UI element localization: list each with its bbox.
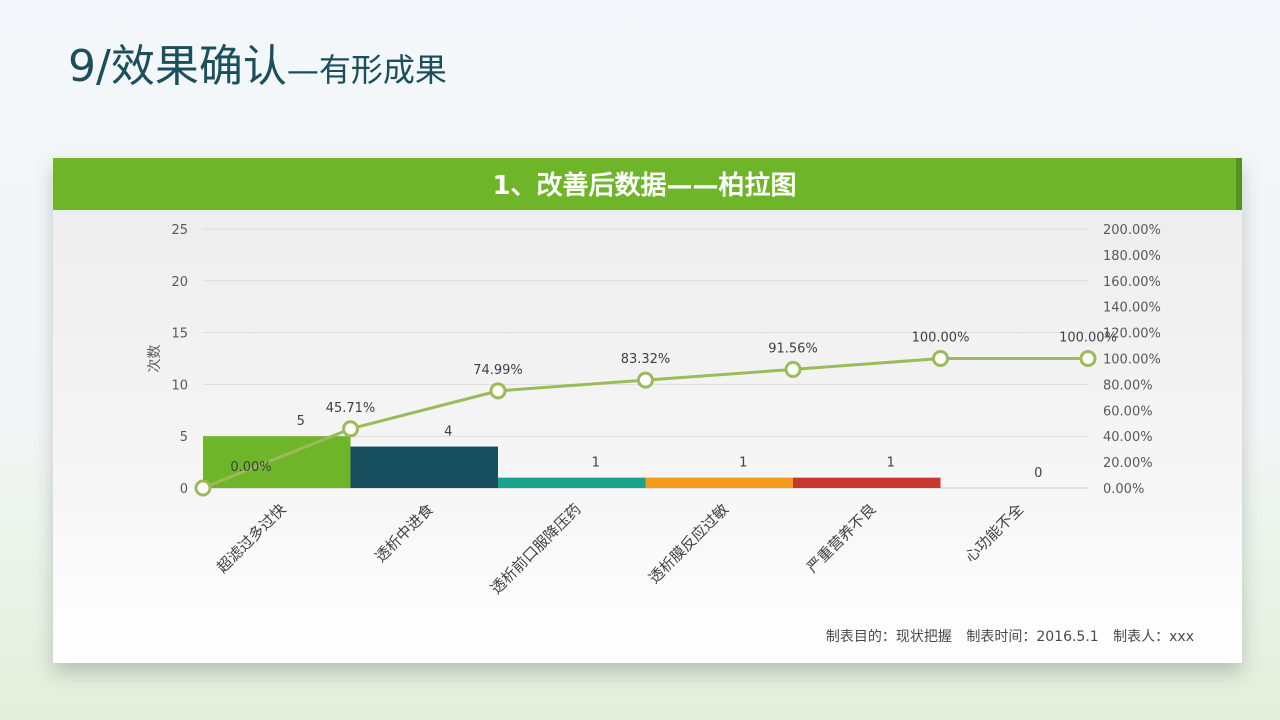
cumulative-data-label: 83.32%	[621, 352, 671, 367]
cumulative-data-label: 45.71%	[326, 401, 376, 416]
y2-tick-label: 60.00%	[1103, 404, 1153, 419]
y2-tick-label: 200.00%	[1103, 223, 1161, 238]
bar-data-label: 1	[592, 456, 600, 471]
y2-tick-label: 140.00%	[1103, 301, 1161, 316]
page-title: 9/效果确认—有形成果	[68, 30, 447, 94]
bar	[498, 477, 646, 488]
cumulative-data-label: 0.00%	[230, 460, 271, 475]
cumulative-point	[342, 420, 359, 438]
cumulative-point	[932, 350, 949, 367]
y-tick-label: 10	[171, 378, 188, 393]
chart-card: 1、改善后数据——柏拉图 0 5 10 15 20 25 0.00% 20.00% 40.00%…	[53, 158, 1242, 663]
x-tick-label: 透析膜反应过敏	[645, 500, 732, 587]
y2-tick-label: 120.00%	[1103, 327, 1161, 342]
y-axis-label: 次数	[147, 345, 163, 373]
bar	[350, 446, 498, 488]
pareto-chart: 05101520250.00%20.00%40.00%60.00%80.00%1…	[147, 223, 1161, 598]
cumulative-data-label: 74.99%	[473, 363, 523, 378]
x-tick-label: 透析中进食	[371, 500, 437, 566]
bar-data-label: 1	[887, 456, 895, 471]
cumulative-point	[1079, 350, 1097, 367]
cumulative-point	[637, 371, 654, 389]
y2-tick-label: 160.00%	[1103, 275, 1161, 290]
bar	[645, 477, 793, 488]
y-tick-label: 5	[180, 430, 188, 445]
cumulative-point	[194, 479, 212, 497]
y2-tick-label: 40.00%	[1103, 430, 1153, 445]
y2-tick-label: 80.00%	[1103, 378, 1153, 393]
footer-purpose: 制表目的：现状把握	[825, 629, 952, 645]
footer-note: 制表目的：现状把握 制表时间：2016.5.1 制表人：xxx	[816, 626, 1194, 646]
bar-data-label: 4	[444, 425, 452, 440]
x-tick-label: 超滤过多过快	[213, 500, 289, 576]
y2-tick-label: 180.00%	[1103, 249, 1161, 264]
cumulative-point	[784, 360, 802, 378]
y2-tick-label: 20.00%	[1103, 456, 1153, 471]
bar-data-label: 1	[739, 456, 747, 471]
x-tick-label: 心功能不全	[961, 500, 1027, 566]
footer-maker: 制表人：xxx	[1113, 629, 1194, 645]
footer-time: 制表时间：2016.5.1	[966, 629, 1099, 645]
cumulative-point	[489, 382, 507, 400]
y2-tick-label: 0.00%	[1103, 482, 1144, 497]
y-tick-label: 15	[171, 327, 188, 342]
y-tick-label: 0	[180, 482, 188, 497]
card-header: 1、改善后数据——柏拉图	[53, 158, 1242, 210]
page-title-main: 9/效果确认	[68, 41, 287, 92]
cumulative-data-label: 100.00%	[1059, 331, 1117, 346]
cumulative-data-label: 100.00%	[912, 331, 970, 346]
y-tick-label: 20	[171, 275, 188, 290]
bar-data-label: 0	[1034, 466, 1042, 481]
cumulative-data-label: 91.56%	[768, 341, 818, 356]
y2-tick-label: 100.00%	[1103, 353, 1161, 368]
page-title-sub: —有形成果	[286, 51, 447, 89]
bar	[793, 477, 941, 488]
x-tick-label: 透析前口服降压药	[487, 500, 585, 598]
bar-data-label: 5	[297, 414, 305, 429]
x-tick-label: 严重营养不良	[803, 500, 879, 576]
y-tick-label: 25	[171, 223, 188, 238]
